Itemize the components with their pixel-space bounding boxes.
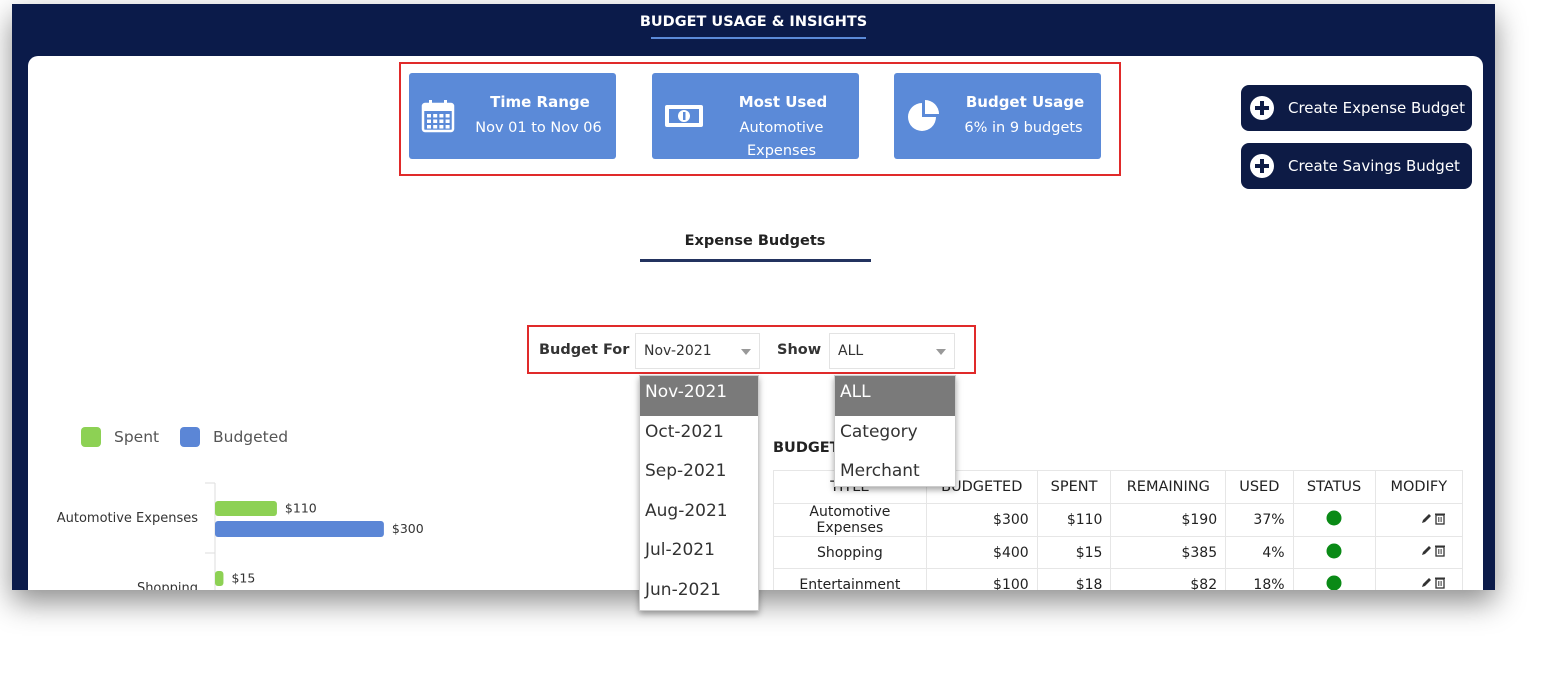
edit-icon[interactable] bbox=[1420, 512, 1433, 525]
cell: 4% bbox=[1225, 536, 1294, 569]
create-button[interactable]: Create Savings Budget bbox=[1241, 143, 1472, 189]
dropdown-option[interactable]: Aug-2021 bbox=[645, 500, 728, 521]
bar-chart: Automotive Expenses $110 $300 Shopping $15 bbox=[57, 482, 424, 590]
button-label: Create Expense Budget bbox=[1288, 99, 1465, 117]
table-row: Entertainment $100 $18 $82 18% bbox=[773, 568, 1464, 590]
select[interactable]: Nov-2021 bbox=[635, 333, 760, 369]
summary-card: Most Used Automotive Expenses bbox=[652, 73, 859, 159]
cell: $400 bbox=[925, 536, 1038, 569]
cell: $385 bbox=[1110, 536, 1227, 569]
cell: $100 bbox=[925, 568, 1038, 590]
card-value: Nov 01 to Nov 06 bbox=[475, 120, 602, 136]
select[interactable]: ALL bbox=[829, 333, 955, 369]
value-label: $110 bbox=[285, 501, 317, 516]
app-panel: BUDGET USAGE & INSIGHTS Expense Budgets … bbox=[12, 4, 1495, 590]
card-icon bbox=[421, 100, 455, 133]
dropdown-option[interactable]: Category bbox=[840, 421, 918, 442]
dropdown-option[interactable]: Sep-2021 bbox=[645, 461, 727, 481]
legend-swatch bbox=[180, 427, 200, 447]
status-dot bbox=[1326, 510, 1342, 526]
card-icon bbox=[665, 105, 703, 127]
dropdown-option[interactable]: Jun-2021 bbox=[645, 579, 721, 600]
card-icon bbox=[908, 100, 939, 131]
cell: $110 bbox=[1036, 503, 1112, 537]
legend-label: Budgeted bbox=[213, 428, 289, 446]
status-cell bbox=[1292, 568, 1376, 590]
modify-cell bbox=[1374, 536, 1464, 569]
delete-icon[interactable] bbox=[1433, 544, 1446, 557]
row-title: Automotive Expenses bbox=[773, 503, 927, 537]
card-value: 6% in 9 budgets bbox=[964, 120, 1083, 136]
status-dot bbox=[1326, 543, 1342, 558]
header-title: BUDGET USAGE & INSIGHTS bbox=[639, 14, 868, 30]
cell: 18% bbox=[1225, 568, 1294, 590]
status-cell bbox=[1292, 536, 1376, 569]
header-underline bbox=[651, 37, 866, 39]
category-label: Automotive Expenses bbox=[57, 511, 199, 526]
dropdown: ALL Category Merchant bbox=[834, 375, 956, 487]
dropdown-option[interactable]: Jul-2021 bbox=[645, 540, 715, 560]
filter-label: Budget For bbox=[539, 342, 630, 358]
plus-icon bbox=[1250, 96, 1274, 120]
value-label: $300 bbox=[392, 521, 424, 536]
bar bbox=[215, 571, 224, 586]
column-header: USED bbox=[1225, 470, 1294, 504]
button-label: Create Savings Budget bbox=[1288, 157, 1460, 175]
delete-icon[interactable] bbox=[1433, 576, 1446, 589]
highlight-box bbox=[527, 325, 976, 374]
card-value: Automotive Expenses bbox=[739, 120, 824, 159]
tab-label[interactable]: Expense Budgets bbox=[684, 233, 826, 249]
cell: $300 bbox=[925, 503, 1038, 537]
value-label: $15 bbox=[231, 571, 255, 586]
delete-icon[interactable] bbox=[1433, 512, 1446, 525]
modify-cell bbox=[1374, 503, 1464, 537]
cell: 37% bbox=[1225, 503, 1294, 537]
status-dot bbox=[1326, 575, 1342, 590]
dropdown-option[interactable]: ALL bbox=[835, 376, 955, 416]
column-header: SPENT bbox=[1036, 470, 1112, 504]
summary-card: Time Range Nov 01 to Nov 06 bbox=[409, 73, 616, 159]
table-title: BUDGET bbox=[773, 440, 840, 456]
create-button[interactable]: Create Expense Budget bbox=[1241, 85, 1472, 131]
card-title: Most Used bbox=[738, 93, 828, 111]
dropdown: Nov-2021 Oct-2021 Sep-2021 Aug-2021 Jul-2021… bbox=[639, 375, 759, 611]
dropdown-option[interactable]: Oct-2021 bbox=[645, 421, 724, 442]
table-row: Automotive Expenses $300 $110 $190 37% bbox=[773, 503, 1464, 537]
budget-table: TITLE BUDGETED SPENT REMAINING USED STATUS MOD… bbox=[773, 470, 1464, 590]
highlight-box bbox=[399, 62, 1121, 176]
bar bbox=[215, 501, 277, 516]
row-title: Shopping bbox=[773, 536, 927, 569]
edit-icon[interactable] bbox=[1420, 576, 1433, 589]
header-row: TITLE BUDGETED SPENT REMAINING USED STATUS MOD… bbox=[773, 470, 1464, 504]
cell: $15 bbox=[1036, 536, 1112, 569]
column-header: REMAINING bbox=[1110, 470, 1227, 504]
modify-cell bbox=[1374, 568, 1464, 590]
column-header: MODIFY bbox=[1374, 470, 1464, 504]
edit-icon[interactable] bbox=[1420, 544, 1433, 557]
legend-swatch bbox=[81, 427, 101, 447]
tab-underline bbox=[640, 259, 871, 262]
table-row: Shopping $400 $15 $385 4% bbox=[773, 536, 1464, 569]
status-cell bbox=[1292, 503, 1376, 537]
cell: $190 bbox=[1110, 503, 1227, 537]
card-title: Time Range bbox=[490, 93, 590, 111]
dropdown-option[interactable]: Merchant bbox=[840, 461, 920, 481]
legend-label: Spent bbox=[114, 428, 160, 446]
cell: $18 bbox=[1036, 568, 1112, 590]
dropdown-option[interactable]: Nov-2021 bbox=[640, 376, 758, 416]
column-header: STATUS bbox=[1292, 470, 1376, 504]
category-label: Shopping bbox=[137, 581, 198, 590]
card-title: Budget Usage bbox=[965, 93, 1085, 111]
summary-card: Budget Usage 6% in 9 budgets bbox=[894, 73, 1101, 159]
row-title: Entertainment bbox=[773, 568, 927, 590]
bar bbox=[215, 521, 384, 537]
cell: $82 bbox=[1110, 568, 1227, 590]
plus-icon bbox=[1250, 154, 1274, 178]
filter-label: Show bbox=[777, 342, 822, 358]
